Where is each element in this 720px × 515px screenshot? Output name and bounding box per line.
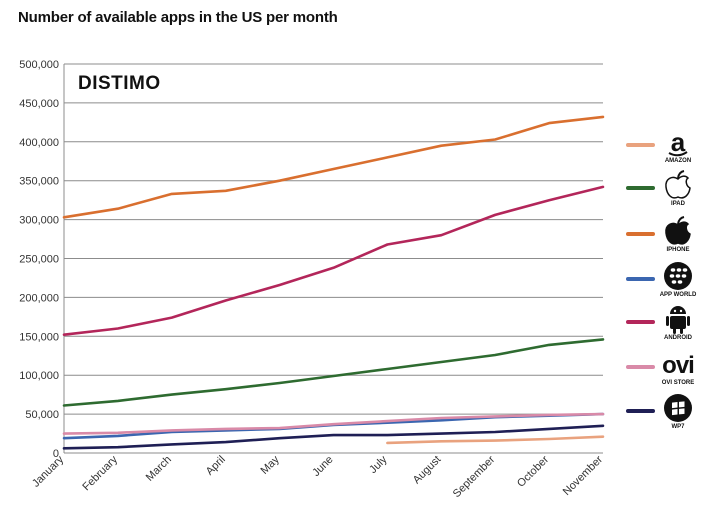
- y-tick-label: 50,000: [25, 409, 59, 421]
- x-tick-label: July: [367, 453, 390, 476]
- y-tick-label: 350,000: [19, 176, 59, 188]
- legend-label: AMAZON: [665, 158, 691, 164]
- legend-label: OVI STORE: [662, 380, 695, 386]
- legend-label: IPAD: [671, 201, 686, 207]
- x-tick-label: January: [30, 453, 67, 490]
- x-tick-label: June: [310, 454, 335, 479]
- x-tick-label: March: [144, 454, 174, 484]
- amazon-icon: a: [668, 127, 688, 157]
- y-tick-label: 200,000: [19, 292, 59, 304]
- apple-icon: [665, 170, 691, 199]
- legend-item-wp7: WP7: [626, 394, 692, 430]
- legend-label: WP7: [671, 424, 685, 430]
- x-tick-label: October: [515, 453, 551, 489]
- y-tick-label: 150,000: [19, 331, 59, 343]
- y-tick-label: 0: [53, 448, 59, 460]
- iphone-icon: [665, 216, 691, 245]
- x-tick-label: May: [259, 453, 283, 477]
- y-axis-ticks: 0 50,000 100,000 150,000 200,000 250,000 300,0…: [19, 59, 59, 460]
- y-tick-label: 500,000: [19, 59, 59, 71]
- svg-text:ovi: ovi: [662, 352, 694, 379]
- y-tick-label: 300,000: [19, 215, 59, 227]
- legend-label: IPHONE: [666, 247, 689, 253]
- chart-title: Number of available apps in the US per m…: [18, 9, 338, 26]
- legend-item-android: ANDROID: [626, 306, 693, 341]
- x-tick-label: April: [204, 454, 228, 478]
- series-lines: [62, 115, 605, 450]
- y-tick-label: 100,000: [19, 370, 59, 382]
- x-axis-ticks: January February March April May June July Augu…: [30, 453, 605, 500]
- y-tick-label: 450,000: [19, 98, 59, 110]
- gridlines: [63, 63, 603, 454]
- series-line-amazon: [386, 435, 605, 445]
- y-tick-label: 250,000: [19, 254, 59, 266]
- y-tick-label: 400,000: [19, 137, 59, 149]
- svg-text:a: a: [671, 127, 686, 157]
- series-line-android: [62, 185, 605, 336]
- x-tick-label: February: [80, 453, 120, 493]
- legend-item-app-world: APP WORLD: [626, 262, 697, 298]
- legend-item-iphone: IPHONE: [626, 216, 691, 253]
- windows-icon: [664, 394, 692, 422]
- series-line-iphone: [62, 115, 605, 219]
- distimo-watermark: DISTIMO: [78, 73, 161, 94]
- x-tick-label: November: [561, 453, 606, 498]
- series-line-ipad: [62, 338, 605, 407]
- series-line-ovi-store: [62, 412, 605, 435]
- blackberry-icon: [664, 262, 692, 290]
- android-icon: [666, 306, 690, 334]
- x-tick-label: August: [411, 454, 444, 487]
- ovi-icon: ovi: [662, 352, 695, 379]
- series-line-wp7: [62, 424, 605, 450]
- legend-label: APP WORLD: [660, 292, 697, 298]
- legend-item-ipad: IPAD: [626, 170, 691, 207]
- x-tick-label: September: [451, 453, 498, 500]
- legend-label: ANDROID: [664, 335, 693, 341]
